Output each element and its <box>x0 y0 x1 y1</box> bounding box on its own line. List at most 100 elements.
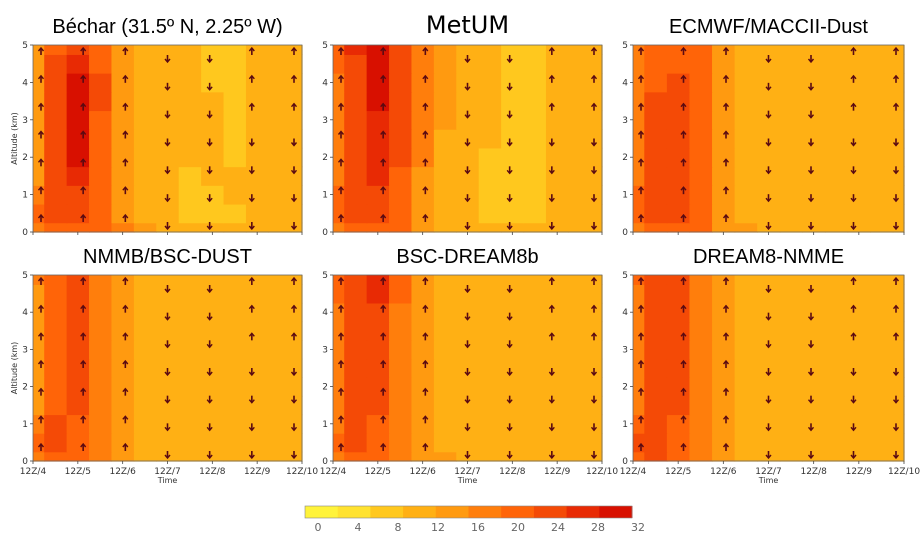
heatmap-cell <box>223 275 247 285</box>
heatmap-cell <box>501 302 525 323</box>
heatmap-cell <box>33 203 45 224</box>
heatmap-cell <box>757 54 781 74</box>
wind-arrow-head <box>290 454 298 460</box>
colorbar-tick-label: 28 <box>591 521 605 534</box>
heatmap-cell <box>389 275 413 285</box>
heatmap-cell <box>734 45 758 55</box>
colorbar-swatch <box>533 506 568 518</box>
wind-arrow-head <box>506 316 513 321</box>
heatmap-cell <box>33 395 45 416</box>
wind-arrow-head <box>122 387 129 393</box>
heatmap-cell <box>33 414 45 434</box>
heatmap-cell <box>178 275 202 285</box>
heatmap-cell <box>111 358 135 378</box>
heatmap-cell <box>568 275 592 285</box>
heatmap-cell <box>411 358 435 378</box>
heatmap-cell <box>478 110 502 130</box>
heatmap-cell <box>178 203 202 224</box>
heatmap-cell <box>779 185 803 205</box>
wind-arrow-head <box>892 102 900 108</box>
heatmap-cell <box>802 302 826 323</box>
heatmap-cell <box>802 340 826 360</box>
wind-arrow-head <box>722 186 730 191</box>
panel-5: BSC-DREAM8b 0 1 2 3 4 5 12Z/4 12Z/5 12Z/6 12Z/7 12Z… <box>320 246 619 485</box>
heatmap-cell <box>501 203 525 224</box>
heatmap-cell <box>178 185 202 205</box>
panel-title: MetUM <box>426 11 509 39</box>
heatmap-cell <box>644 222 668 233</box>
heatmap-cell <box>712 302 736 323</box>
y-tick-label: 3 <box>22 116 28 126</box>
heatmap-cell <box>290 284 303 304</box>
heatmap-cell <box>824 222 849 233</box>
heatmap-cell <box>333 377 345 397</box>
heatmap-cell <box>501 414 525 434</box>
heatmap-cell <box>824 302 849 323</box>
heatmap-cell <box>802 321 826 341</box>
wind-arrow-head <box>290 332 298 337</box>
colorbar-swatch <box>501 506 535 518</box>
heatmap-cell <box>644 203 668 224</box>
heatmap-cell <box>712 203 736 224</box>
panel-1: Béchar (31.5º N, 2.25º W) 0 1 2 3 4 5 Altitude … <box>10 16 303 238</box>
heatmap-cell <box>734 185 758 205</box>
heatmap-cell <box>757 284 781 304</box>
heatmap-cell <box>433 414 457 434</box>
heatmap-cell <box>201 451 225 462</box>
heatmap-cell <box>366 147 390 168</box>
heatmap-cell <box>223 433 247 453</box>
heatmap-cell <box>633 358 645 378</box>
wind-arrow-head <box>850 46 857 52</box>
wind-arrow-head <box>722 442 730 448</box>
wind-arrow-head <box>850 426 857 432</box>
heatmap-cell <box>523 275 547 285</box>
wind-arrow-head <box>892 399 900 404</box>
heatmap-cell <box>433 54 457 74</box>
colorbar-swatch <box>403 506 437 518</box>
heatmap-cell <box>133 147 157 168</box>
wind-arrow-head <box>590 102 598 108</box>
wind-arrow-head <box>765 454 772 460</box>
heatmap-cell <box>366 73 390 93</box>
heatmap-cell <box>892 284 905 304</box>
wind-arrow-head <box>380 332 387 337</box>
heatmap-cell <box>824 203 849 224</box>
heatmap-cell <box>245 203 269 224</box>
heatmap-cell <box>156 91 180 112</box>
heatmap-cell <box>33 377 45 397</box>
heatmap-cell <box>411 166 435 186</box>
heatmap-cell <box>268 451 292 462</box>
heatmap-cell <box>824 54 849 74</box>
heatmap-cell <box>201 185 225 205</box>
heatmap-cell <box>568 54 592 74</box>
heatmap-cell <box>433 302 457 323</box>
heatmap-cell <box>870 451 894 462</box>
heatmap-cell <box>66 377 90 397</box>
heatmap-cell <box>870 433 894 453</box>
heatmap-cell <box>712 147 736 168</box>
heatmap-cell <box>245 110 269 130</box>
wind-arrow-head <box>80 46 87 52</box>
heatmap-cell <box>757 433 781 453</box>
heatmap-cell <box>870 91 894 112</box>
y-tick-label: 3 <box>22 345 28 355</box>
wind-arrow-head <box>590 169 598 175</box>
wind-arrow-head <box>807 169 815 175</box>
heatmap-cell <box>644 395 668 416</box>
heatmap-cell <box>757 321 781 341</box>
wind-arrow-head <box>722 387 730 393</box>
heatmap-cell <box>666 73 691 93</box>
heatmap-cell <box>33 54 45 74</box>
heatmap-cell <box>89 222 113 233</box>
x-tick-label: 12Z/6 <box>109 467 136 477</box>
heatmap-cell <box>590 414 603 434</box>
heatmap-cell <box>590 185 603 205</box>
heatmap-cell <box>366 302 390 323</box>
panel-6: DREAM8-NMME 0 1 2 3 4 5 12Z/4 12Z/5 12Z/6 12Z/7 12Z… <box>620 246 920 485</box>
heatmap-cell <box>133 414 157 434</box>
heatmap-cell <box>344 377 368 397</box>
heatmap-cell <box>870 54 894 74</box>
heatmap-cell <box>333 147 345 168</box>
heatmap-cell <box>689 147 713 168</box>
wind-arrow-head <box>164 426 171 432</box>
